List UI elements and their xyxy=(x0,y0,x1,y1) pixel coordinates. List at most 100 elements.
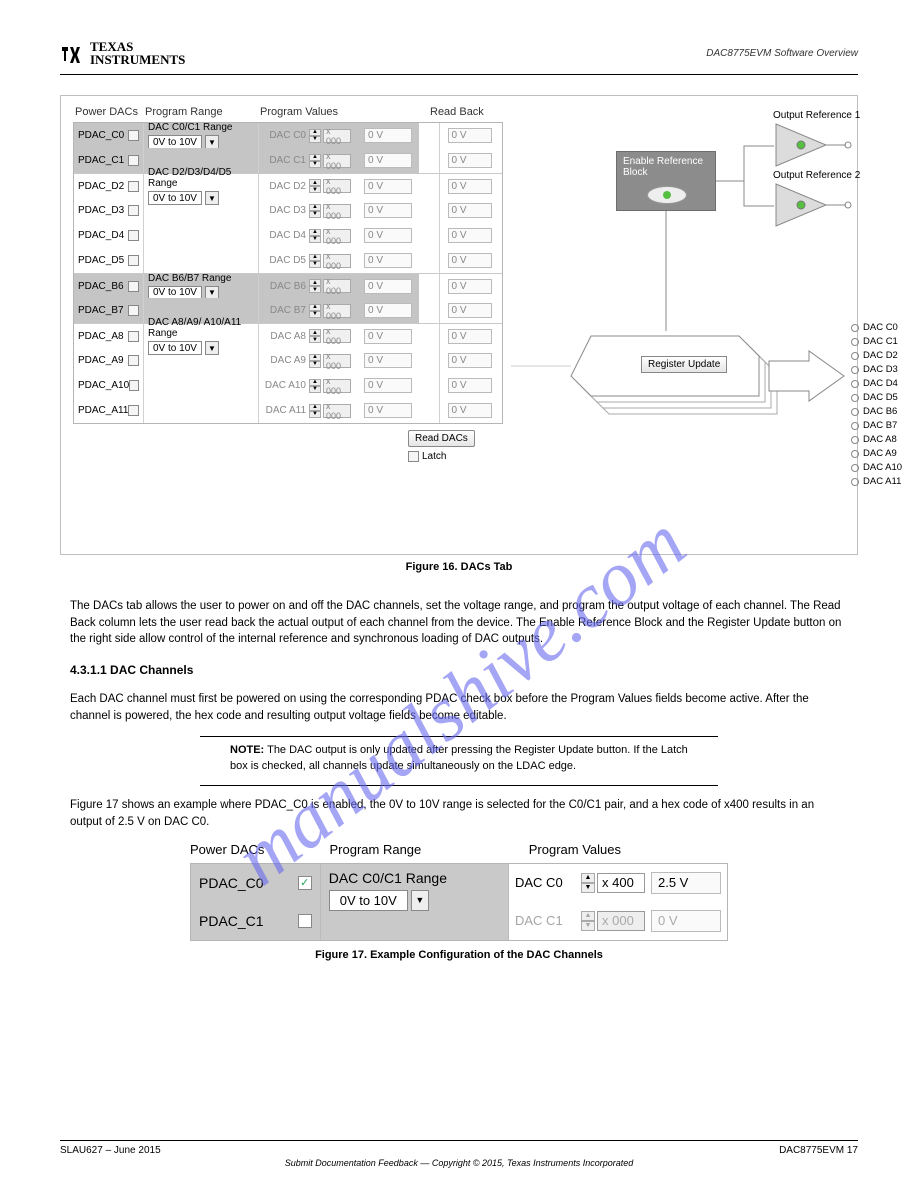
dac-output-label: DAC A10 xyxy=(851,461,902,475)
dac-volt-display: 0 V xyxy=(364,398,419,423)
dac-output-labels: DAC C0DAC C1DAC D2DAC D3DAC D4DAC D5DAC … xyxy=(851,321,902,489)
dac-output-label: DAC B6 xyxy=(851,405,902,419)
range-cell xyxy=(144,348,259,373)
p2-range-select[interactable]: 0V to 10V xyxy=(329,890,408,911)
readback-cell: 0 V xyxy=(439,324,499,348)
body-p1: The DACs tab allows the user to power on… xyxy=(70,598,848,648)
p2-pdac-c1[interactable]: PDAC_C1 xyxy=(191,902,320,940)
pdac-cell[interactable]: PDAC_A11 xyxy=(74,398,144,423)
dac-output-label: DAC C1 xyxy=(851,335,902,349)
dac-hex-spinner[interactable]: ▲▼x 000 xyxy=(309,123,364,148)
dac-hex-spinner[interactable]: ▲▼x 000 xyxy=(309,223,364,248)
spinner-up-icon: ▲ xyxy=(581,911,595,921)
range-cell xyxy=(144,198,259,223)
dac-hex-spinner[interactable]: ▲▼x 000 xyxy=(309,348,364,373)
latch-checkbox[interactable]: Latch xyxy=(408,451,446,462)
dac-hex-spinner[interactable]: ▲▼x 000 xyxy=(309,274,364,298)
dac-hex-spinner[interactable]: ▲▼x 000 xyxy=(309,298,364,323)
p2-range-label: DAC C0/C1 Range xyxy=(329,870,447,886)
p2-checkbox-c0[interactable]: ✓ xyxy=(298,876,312,890)
pdac-cell[interactable]: PDAC_D5 xyxy=(74,248,144,273)
pdac-cell[interactable]: PDAC_D4 xyxy=(74,223,144,248)
p2-volt-c1: 0 V xyxy=(651,910,721,932)
ti-logo-glyph xyxy=(60,41,84,65)
dac-volt-display: 0 V xyxy=(364,123,419,148)
note-rule-top xyxy=(200,736,718,737)
dac-label: DAC D5 xyxy=(259,248,309,273)
enable-reference-block[interactable]: Enable Reference Block xyxy=(616,151,716,211)
footer-left: SLAU627 – June 2015 xyxy=(60,1145,161,1156)
range-cell[interactable]: DAC D2/D3/D4/D5 Range0V to 10V▼ xyxy=(144,174,259,198)
dac-volt-display: 0 V xyxy=(364,223,419,248)
p2-row-c0: DAC C0 ▲▼ x 400 2.5 V xyxy=(509,864,727,902)
dac-label: DAC D4 xyxy=(259,223,309,248)
pdac-cell[interactable]: PDAC_A8 xyxy=(74,324,144,348)
dacs-screenshot: Power DACs Program Range Program Values … xyxy=(60,95,858,555)
pdac-cell[interactable]: PDAC_D2 xyxy=(74,174,144,198)
p2-volt-c0: 2.5 V xyxy=(651,872,721,894)
dac-volt-display: 0 V xyxy=(364,298,419,323)
pdac-cell[interactable]: PDAC_A10 xyxy=(74,373,144,398)
p2-hex-c0[interactable]: x 400 xyxy=(597,873,645,893)
chevron-down-icon[interactable]: ▼ xyxy=(411,890,429,911)
readback-cell: 0 V xyxy=(439,148,499,173)
p2-hd-values: Program Values xyxy=(529,842,728,857)
spinner-up-icon[interactable]: ▲ xyxy=(581,873,595,883)
readback-cell: 0 V xyxy=(439,223,499,248)
pdac-cell[interactable]: PDAC_B6 xyxy=(74,274,144,298)
hd-read: Read Back xyxy=(428,106,488,118)
dac-hex-spinner[interactable]: ▲▼x 000 xyxy=(309,248,364,273)
dac-volt-display: 0 V xyxy=(364,148,419,173)
dac-hex-spinner[interactable]: ▲▼x 000 xyxy=(309,373,364,398)
pdac-cell[interactable]: PDAC_D3 xyxy=(74,198,144,223)
pdac-cell[interactable]: PDAC_C0 xyxy=(74,123,144,148)
dac-output-label: DAC D2 xyxy=(851,349,902,363)
p2-range-cell: DAC C0/C1 Range 0V to 10V ▼ xyxy=(320,864,508,940)
pdac-cell[interactable]: PDAC_C1 xyxy=(74,148,144,173)
readback-cell: 0 V xyxy=(439,174,499,198)
range-cell xyxy=(144,223,259,248)
range-cell[interactable]: DAC A8/A9/ A10/A11 Range0V to 10V▼ xyxy=(144,324,259,348)
range-cell[interactable]: DAC B6/B7 Range0V to 10V▼ xyxy=(144,274,259,298)
dac-label: DAC A9 xyxy=(259,348,309,373)
pdac-cell[interactable]: PDAC_B7 xyxy=(74,298,144,323)
dac-output-label: DAC A11 xyxy=(851,475,902,489)
p2-daclabel-c1: DAC C1 xyxy=(515,913,575,928)
dac-hex-spinner[interactable]: ▲▼x 000 xyxy=(309,198,364,223)
dac-volt-display: 0 V xyxy=(364,174,419,198)
dac-hex-spinner[interactable]: ▲▼x 000 xyxy=(309,398,364,423)
dac-output-label: DAC D5 xyxy=(851,391,902,405)
latch-label: Latch xyxy=(422,451,446,462)
dac-output-label: DAC B7 xyxy=(851,419,902,433)
dac-hex-spinner[interactable]: ▲▼x 000 xyxy=(309,324,364,348)
register-update-button[interactable]: Register Update xyxy=(641,356,727,373)
readback-cell: 0 V xyxy=(439,123,499,148)
dac-label: DAC A8 xyxy=(259,324,309,348)
readback-cell: 0 V xyxy=(439,274,499,298)
enable-led xyxy=(647,186,687,204)
dac-volt-display: 0 V xyxy=(364,348,419,373)
dac-label: DAC A11 xyxy=(259,398,309,423)
p2-pdac-c0[interactable]: PDAC_C0 ✓ xyxy=(191,864,320,902)
spinner-down-icon[interactable]: ▼ xyxy=(581,883,595,893)
dac-output-label: DAC C0 xyxy=(851,321,902,335)
dac-table: PDAC_C0DAC C0/C1 Range0V to 10V▼DAC C0▲▼… xyxy=(73,122,503,424)
pdac-cell[interactable]: PDAC_A9 xyxy=(74,348,144,373)
read-dacs-button[interactable]: Read DACs xyxy=(408,430,475,447)
section-heading: 4.3.1.1 DAC Channels xyxy=(70,662,848,679)
note-text: The DAC output is only updated after pre… xyxy=(230,744,688,772)
dac-volt-display: 0 V xyxy=(364,198,419,223)
readback-cell: 0 V xyxy=(439,348,499,373)
dac-hex-spinner[interactable]: ▲▼x 000 xyxy=(309,148,364,173)
diagram-layer: Enable Reference Block Output Reference … xyxy=(511,106,918,536)
hd-power: Power DACs xyxy=(73,106,143,118)
readback-cell: 0 V xyxy=(439,248,499,273)
table-headers: Power DACs Program Range Program Values … xyxy=(73,106,845,118)
p2-checkbox-c1[interactable] xyxy=(298,914,312,928)
range-cell xyxy=(144,398,259,423)
range-cell[interactable]: DAC C0/C1 Range0V to 10V▼ xyxy=(144,123,259,148)
dac-label: DAC D2 xyxy=(259,174,309,198)
page-header-right: DAC8775EVM Software Overview xyxy=(706,48,858,59)
readback-cell: 0 V xyxy=(439,373,499,398)
dac-hex-spinner[interactable]: ▲▼x 000 xyxy=(309,174,364,198)
